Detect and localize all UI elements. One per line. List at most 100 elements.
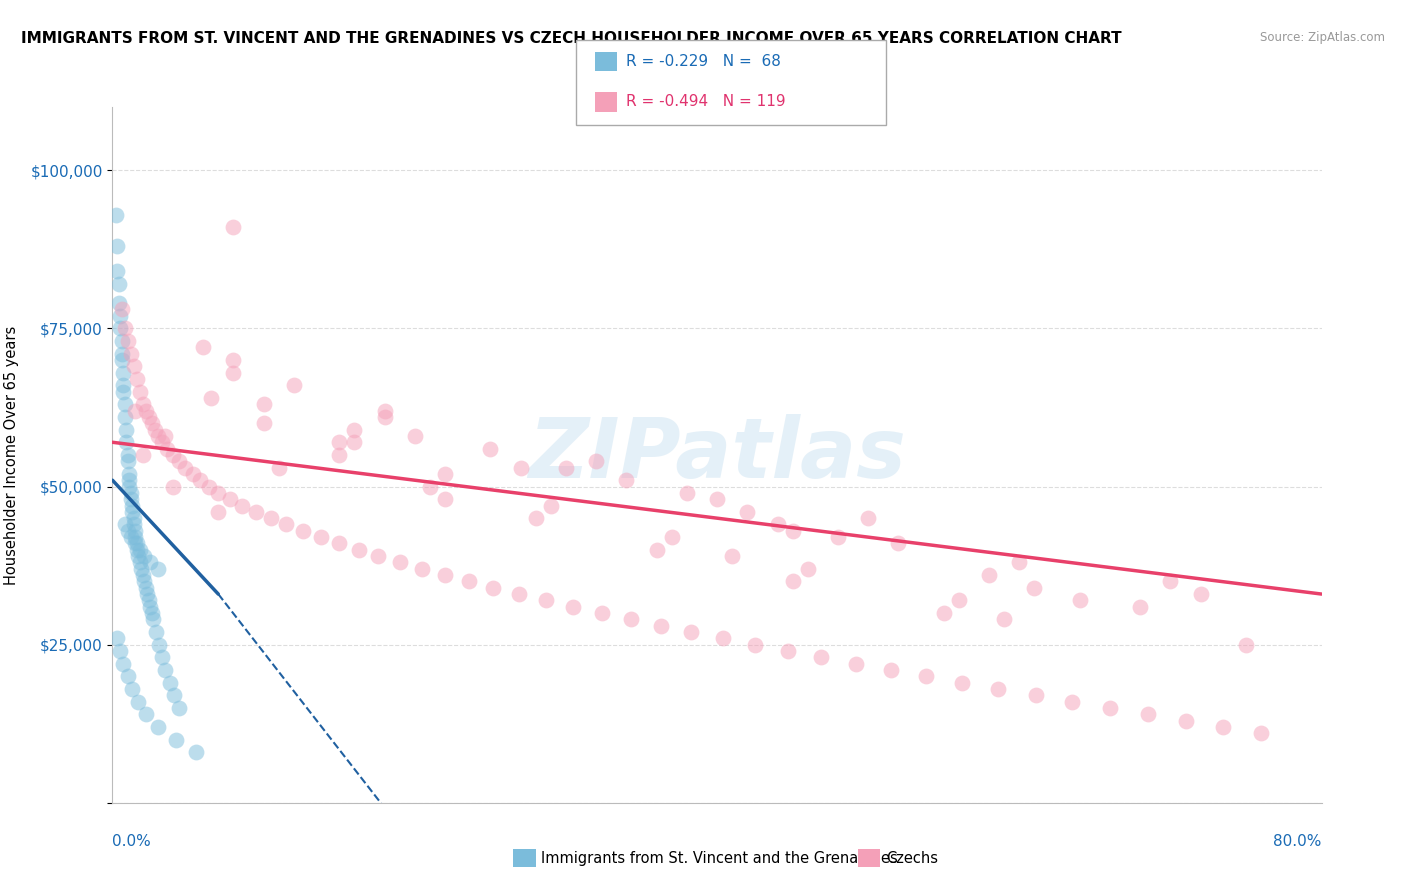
Point bbox=[856, 511, 880, 525]
Point bbox=[222, 353, 245, 368]
Point bbox=[141, 606, 163, 620]
Point bbox=[1159, 574, 1181, 589]
Point bbox=[1234, 638, 1257, 652]
Text: Source: ZipAtlas.com: Source: ZipAtlas.com bbox=[1260, 31, 1385, 45]
Point bbox=[135, 403, 157, 417]
Point bbox=[200, 391, 222, 405]
Point bbox=[706, 492, 728, 507]
Point bbox=[134, 549, 156, 563]
Point bbox=[181, 467, 204, 481]
Point bbox=[122, 511, 145, 525]
Point bbox=[309, 530, 332, 544]
Point bbox=[1098, 701, 1121, 715]
Point bbox=[591, 606, 613, 620]
Point bbox=[222, 366, 245, 380]
Point bbox=[105, 264, 128, 278]
Point bbox=[253, 417, 276, 431]
Point bbox=[125, 372, 148, 386]
Point bbox=[411, 562, 433, 576]
Point bbox=[207, 505, 229, 519]
Point bbox=[120, 347, 142, 361]
Point bbox=[127, 549, 149, 563]
Point bbox=[744, 638, 766, 652]
Point bbox=[139, 556, 162, 570]
Point bbox=[112, 384, 135, 399]
Point bbox=[554, 460, 576, 475]
Text: R = -0.494   N = 119: R = -0.494 N = 119 bbox=[626, 95, 786, 109]
Point bbox=[1250, 726, 1272, 740]
Point bbox=[129, 562, 152, 576]
Point bbox=[343, 435, 366, 450]
Point bbox=[124, 403, 146, 417]
Point bbox=[117, 524, 139, 538]
Point bbox=[141, 417, 163, 431]
Point bbox=[104, 208, 127, 222]
Point bbox=[135, 707, 157, 722]
Text: R = -0.229   N =  68: R = -0.229 N = 68 bbox=[626, 54, 780, 69]
Point bbox=[117, 454, 139, 468]
Point bbox=[112, 378, 135, 392]
Point bbox=[231, 499, 253, 513]
Point bbox=[207, 486, 229, 500]
Point bbox=[887, 536, 910, 550]
Point bbox=[115, 423, 138, 437]
Point bbox=[138, 593, 160, 607]
Point bbox=[120, 486, 142, 500]
Point bbox=[845, 657, 868, 671]
Text: Czechs: Czechs bbox=[886, 851, 938, 865]
Point bbox=[118, 479, 141, 493]
Point bbox=[114, 321, 136, 335]
Point bbox=[145, 625, 167, 640]
Point bbox=[419, 479, 441, 493]
Point bbox=[138, 409, 160, 424]
Point bbox=[404, 429, 426, 443]
Point bbox=[616, 473, 638, 487]
Text: 0.0%: 0.0% bbox=[112, 834, 152, 849]
Point bbox=[681, 625, 703, 640]
Point bbox=[948, 593, 970, 607]
Point bbox=[142, 612, 165, 626]
Point bbox=[118, 467, 141, 481]
Point bbox=[219, 492, 242, 507]
Point bbox=[267, 460, 290, 475]
Point bbox=[562, 599, 585, 614]
Point bbox=[132, 448, 155, 462]
Point bbox=[114, 409, 136, 424]
Point bbox=[105, 632, 128, 646]
Point bbox=[950, 675, 973, 690]
Point bbox=[458, 574, 481, 589]
Point bbox=[148, 638, 170, 652]
Point bbox=[118, 473, 141, 487]
Point bbox=[146, 429, 169, 443]
Point bbox=[508, 587, 530, 601]
Point bbox=[778, 644, 800, 658]
Point bbox=[117, 448, 139, 462]
Point bbox=[134, 574, 156, 589]
Point bbox=[283, 378, 305, 392]
Point bbox=[1174, 714, 1197, 728]
Point bbox=[128, 384, 150, 399]
Y-axis label: Householder Income Over 65 years: Householder Income Over 65 years bbox=[4, 326, 20, 584]
Point bbox=[540, 499, 562, 513]
Point bbox=[766, 517, 789, 532]
Point bbox=[127, 695, 149, 709]
Point bbox=[1062, 695, 1084, 709]
Point bbox=[110, 347, 132, 361]
Point bbox=[721, 549, 744, 563]
Point bbox=[374, 403, 396, 417]
Point bbox=[675, 486, 697, 500]
Text: Immigrants from St. Vincent and the Grenadines: Immigrants from St. Vincent and the Gren… bbox=[541, 851, 898, 865]
Point bbox=[112, 366, 135, 380]
Point bbox=[128, 556, 150, 570]
Point bbox=[260, 511, 283, 525]
Point bbox=[162, 448, 184, 462]
Point bbox=[987, 681, 1010, 696]
Point bbox=[328, 448, 350, 462]
Point bbox=[107, 296, 129, 310]
Point bbox=[132, 397, 155, 411]
Point bbox=[120, 530, 142, 544]
Point bbox=[143, 423, 166, 437]
Point bbox=[388, 556, 411, 570]
Point bbox=[367, 549, 389, 563]
Point bbox=[1129, 599, 1152, 614]
